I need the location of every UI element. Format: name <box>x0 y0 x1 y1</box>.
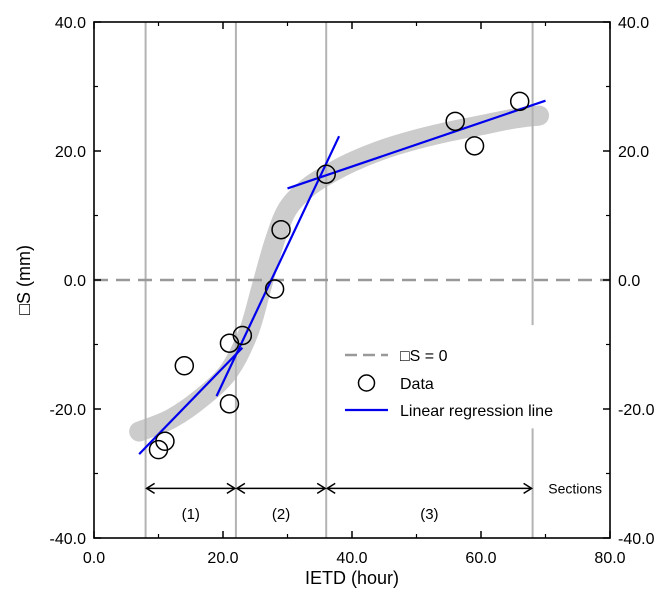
y-tick-label-right: 0.0 <box>618 273 640 290</box>
x-tick-label: 20.0 <box>207 550 238 567</box>
data-point <box>232 325 253 346</box>
section-arrow-head <box>226 482 237 494</box>
axes: 0.0 20.0 40.0 60.0 80.0 -40.0 -40.0 -20.0 -20.0 0… <box>14 15 655 588</box>
data-point <box>271 219 291 240</box>
y-tick-label: -40.0 <box>50 531 87 548</box>
section-label: (3) <box>420 506 438 523</box>
section-label: (1) <box>182 506 200 523</box>
data-point <box>464 136 485 156</box>
legend-data-swatch <box>357 374 376 392</box>
x-tick-label: 60.0 <box>465 550 496 567</box>
data-point <box>509 91 530 112</box>
x-tick-label: 80.0 <box>594 550 625 567</box>
y-tick-label-right: 40.0 <box>618 15 649 32</box>
x-tick-label: 40.0 <box>336 550 367 567</box>
section-arrow-head <box>316 482 327 494</box>
section-arrow-head <box>523 482 534 494</box>
y-tick-label-right: 20.0 <box>618 144 649 161</box>
section-annotations: (1) (2) (3) Sections <box>145 480 602 523</box>
x-tick-label: 0.0 <box>83 550 105 567</box>
y-tick-label-right: -40.0 <box>618 531 655 548</box>
legend-label-reg: Linear regression line <box>400 403 553 420</box>
legend-label-data: Data <box>400 376 434 393</box>
trend-band <box>129 105 550 442</box>
regression-line <box>287 99 546 190</box>
data-point <box>155 431 175 451</box>
data-points <box>148 91 530 460</box>
data-point <box>174 356 195 376</box>
data-point <box>316 164 336 184</box>
legend: □S = 0 Data Linear regression line <box>345 348 553 420</box>
regression-line <box>138 346 244 455</box>
section-arrow-head <box>325 482 336 494</box>
sections-label: Sections <box>548 480 602 496</box>
section-arrow-head <box>235 482 246 494</box>
x-axis-label: IETD (hour) <box>305 568 399 588</box>
y-tick-label: -20.0 <box>50 402 87 419</box>
y-tick-label: 0.0 <box>64 273 86 290</box>
section-label: (2) <box>272 506 290 523</box>
y-tick-label: 40.0 <box>55 15 86 32</box>
data-point <box>219 394 240 414</box>
legend-label-zero: □S = 0 <box>400 348 448 365</box>
data-point <box>445 111 465 132</box>
y-axis-label: □S (mm) <box>14 245 34 315</box>
section-arrow-head <box>145 482 155 494</box>
data-point <box>264 279 285 299</box>
y-tick-label: 20.0 <box>55 144 86 161</box>
trend-band-layer <box>129 105 550 442</box>
y-tick-label-right: -20.0 <box>618 402 655 419</box>
